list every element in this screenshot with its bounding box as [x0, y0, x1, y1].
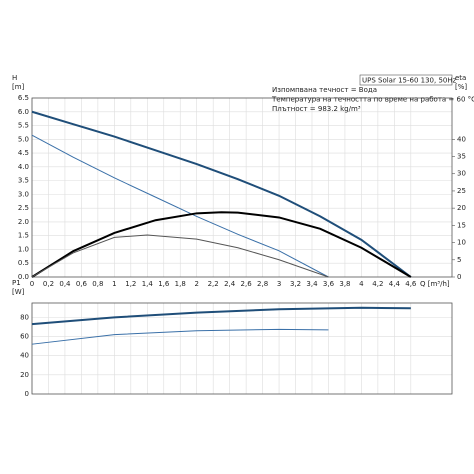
x-tick-label: 2,4: [224, 280, 236, 288]
x-tick-label: 4,2: [372, 280, 383, 288]
y-axis-label: H: [12, 74, 17, 82]
curve: [31, 110, 412, 278]
x-tick-label: 1,2: [125, 280, 136, 288]
y-tick-label: 20: [20, 371, 29, 379]
x-tick-label: 1,8: [175, 280, 186, 288]
x-tick-label: 2,8: [257, 280, 268, 288]
curve: [31, 328, 329, 345]
x-tick-label: 0,2: [43, 280, 54, 288]
x-tick-label: 3,2: [290, 280, 301, 288]
x-axis-label: Q [m³/h]: [420, 280, 450, 288]
curve: [31, 211, 412, 278]
y-axis-unit: [W]: [12, 288, 25, 296]
x-tick-label: 1: [112, 280, 116, 288]
y2-tick-label: 40: [457, 135, 466, 143]
x-tick-label: 0,8: [92, 280, 103, 288]
y-tick-label: 0.5: [18, 259, 29, 267]
y2-tick-label: 30: [457, 170, 466, 178]
y-tick-label: 4.0: [18, 163, 29, 171]
y-tick-label: 2.5: [18, 204, 29, 212]
y-tick-label: 6.0: [18, 108, 29, 116]
y-tick-label: 5.5: [18, 122, 29, 130]
y2-tick-label: 20: [457, 204, 466, 212]
y-tick-label: 0.0: [18, 273, 29, 281]
note: Плътност = 983.2 kg/m³: [272, 105, 361, 113]
x-tick-label: 1,6: [158, 280, 170, 288]
y-tick-label: 80: [20, 313, 29, 321]
y2-tick-label: 0: [457, 273, 461, 281]
y2-tick-label: 15: [457, 221, 466, 229]
y-tick-label: 4.5: [18, 149, 29, 157]
y-tick-label: 5.0: [18, 135, 29, 143]
x-tick-label: 0,4: [59, 280, 71, 288]
y-tick-label: 40: [20, 352, 29, 360]
y2-axis-label: eta: [455, 74, 466, 82]
curve: [31, 134, 329, 278]
plot-frame: [31, 302, 453, 395]
plot-frame: [31, 97, 453, 278]
x-tick-label: 2,6: [241, 280, 253, 288]
y-tick-label: 6.5: [18, 94, 29, 102]
x-tick-label: 1,4: [142, 280, 154, 288]
x-tick-label: 3: [277, 280, 281, 288]
x-tick-label: 0: [30, 280, 34, 288]
note: Температура на течността по време на раб…: [271, 96, 474, 104]
legend-box: [359, 74, 453, 86]
y-axis-label: P1: [12, 279, 21, 287]
y2-tick-label: 25: [457, 187, 466, 195]
y2-axis-unit: [%]: [455, 83, 467, 91]
y-tick-label: 1.0: [18, 245, 29, 253]
x-tick-label: 4,6: [405, 280, 417, 288]
y2-tick-label: 5: [457, 256, 461, 264]
y-tick-label: 0: [25, 390, 29, 398]
x-tick-label: 4: [359, 280, 364, 288]
legend-text: UPS Solar 15-60 130, 50Hz: [362, 77, 457, 85]
y-axis-unit: [m]: [12, 83, 25, 91]
note: Изпомпвана течност = Вода: [272, 86, 377, 94]
curve: [31, 234, 329, 278]
x-tick-label: 3,8: [339, 280, 350, 288]
x-tick-label: 4,4: [389, 280, 401, 288]
x-tick-label: 2,2: [208, 280, 219, 288]
y-tick-label: 3.5: [18, 177, 29, 185]
y-tick-label: 1.5: [18, 232, 29, 240]
y-tick-label: 2.0: [18, 218, 29, 226]
x-tick-label: 3,4: [306, 280, 318, 288]
x-tick-label: 0,6: [76, 280, 88, 288]
x-tick-label: 3,6: [323, 280, 335, 288]
y-tick-label: 60: [20, 333, 29, 341]
y-tick-label: 3.0: [18, 190, 29, 198]
curve: [31, 306, 411, 326]
y2-tick-label: 10: [457, 239, 466, 247]
y2-tick-label: 35: [457, 153, 466, 161]
x-tick-label: 2: [194, 280, 198, 288]
